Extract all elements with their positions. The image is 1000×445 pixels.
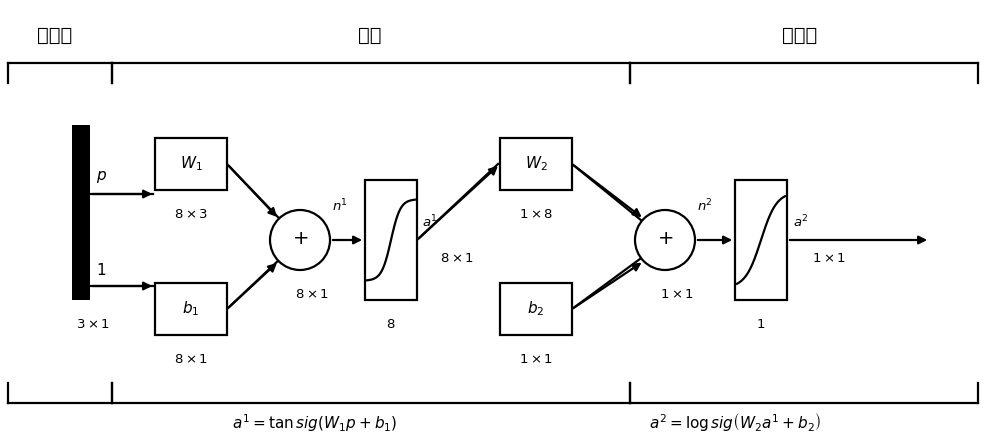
Text: $W_2$: $W_2$ <box>525 155 547 174</box>
Bar <box>500 138 572 190</box>
Text: $8$: $8$ <box>386 318 396 331</box>
Text: $b_1$: $b_1$ <box>182 299 200 318</box>
Bar <box>72 125 90 300</box>
Text: $a^1 = \mathrm{tan\,}sig\left(W_1p+b_1\right)$: $a^1 = \mathrm{tan\,}sig\left(W_1p+b_1\r… <box>232 412 398 434</box>
Bar <box>155 138 227 190</box>
Text: $a^2$: $a^2$ <box>793 214 809 230</box>
Text: $1$: $1$ <box>756 318 766 331</box>
Text: $1\times1$: $1\times1$ <box>812 252 846 265</box>
Text: $8\times1$: $8\times1$ <box>440 252 474 265</box>
Text: $W_1$: $W_1$ <box>180 155 202 174</box>
Text: $n^1$: $n^1$ <box>332 198 348 214</box>
Circle shape <box>270 210 330 270</box>
Bar <box>155 283 227 335</box>
Text: $n^2$: $n^2$ <box>697 198 713 214</box>
Bar <box>735 180 787 300</box>
Text: $b_2$: $b_2$ <box>527 299 545 318</box>
Text: 隐层: 隐层 <box>358 25 382 44</box>
Text: $+$: $+$ <box>292 228 308 247</box>
Text: $8\times1$: $8\times1$ <box>174 353 208 366</box>
Circle shape <box>635 210 695 270</box>
Text: $1\times1$: $1\times1$ <box>519 353 553 366</box>
Text: $+$: $+$ <box>657 228 673 247</box>
Text: $1$: $1$ <box>96 262 106 278</box>
Text: $1\times1$: $1\times1$ <box>660 288 694 301</box>
Text: 输入层: 输入层 <box>37 25 73 44</box>
Text: $a^1$: $a^1$ <box>422 214 438 230</box>
Text: 输出层: 输出层 <box>782 25 818 44</box>
Text: $8\times3$: $8\times3$ <box>174 208 208 221</box>
Text: $p$: $p$ <box>96 169 107 185</box>
Bar <box>500 283 572 335</box>
Bar <box>365 180 417 300</box>
Text: $8\times1$: $8\times1$ <box>295 288 329 301</box>
Text: $3\times1$: $3\times1$ <box>76 318 110 331</box>
Text: $1\times8$: $1\times8$ <box>519 208 553 221</box>
Text: $a^2 = \mathrm{log\,}sig\left(W_2a^1+b_2\right)$: $a^2 = \mathrm{log\,}sig\left(W_2a^1+b_2… <box>649 412 821 434</box>
